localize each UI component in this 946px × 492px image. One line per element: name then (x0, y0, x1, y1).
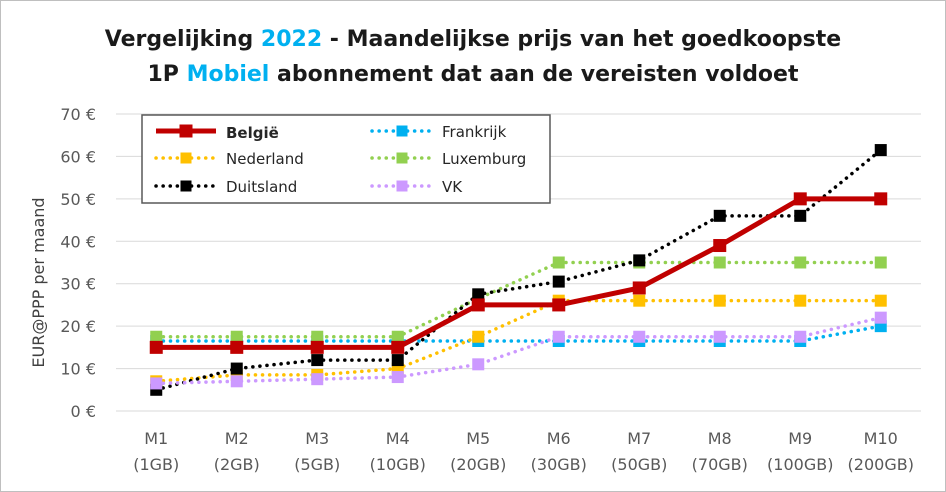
data-point-belgie (713, 239, 727, 253)
x-tick-label: M5 (466, 429, 490, 448)
y-tick-label: 70 € (60, 105, 96, 124)
data-point-duitsland (311, 354, 324, 367)
data-point-vk (874, 311, 887, 324)
data-point-vk (391, 371, 404, 384)
y-tick-label: 50 € (60, 190, 96, 209)
x-tick-sublabel: (50GB) (611, 455, 667, 474)
data-point-duitsland (391, 354, 404, 367)
y-axis-title: EUR@PPP per maand (29, 197, 48, 367)
data-point-luxemburg (150, 330, 163, 343)
legend-marker-belgie (179, 124, 193, 138)
y-tick-label: 40 € (60, 232, 96, 251)
x-tick-sublabel: (200GB) (848, 455, 914, 474)
x-tick-label: M1 (144, 429, 168, 448)
legend-label-vk: VK (442, 178, 463, 196)
series-line-belgie (156, 196, 881, 350)
series-line-nederland (154, 298, 883, 384)
data-point-nederland (874, 294, 887, 307)
series-line-duitsland (154, 148, 883, 392)
data-point-duitsland (794, 209, 807, 222)
legend-label-frankrijk: Frankrijk (442, 123, 507, 141)
x-tick-sublabel: (2GB) (214, 455, 260, 474)
data-point-luxemburg (713, 256, 726, 269)
x-tick-sublabel: (30GB) (531, 455, 587, 474)
data-point-belgie (230, 340, 244, 354)
x-tick-label: M7 (627, 429, 651, 448)
data-point-belgie (874, 192, 888, 206)
data-point-belgie (552, 298, 566, 312)
data-point-luxemburg (230, 330, 243, 343)
y-tick-label: 20 € (60, 317, 96, 336)
series-line-vk (154, 315, 883, 386)
legend-label-luxemburg: Luxemburg (442, 150, 526, 168)
data-point-nederland (633, 294, 646, 307)
data-point-vk (713, 330, 726, 343)
y-tick-label: 30 € (60, 275, 96, 294)
data-point-duitsland (633, 254, 646, 267)
legend-label-duitsland: Duitsland (226, 178, 297, 196)
data-point-duitsland (552, 275, 565, 288)
legend-label-belgie: België (226, 124, 279, 142)
data-point-vk (633, 330, 646, 343)
legend-marker-frankrijk (396, 125, 408, 137)
data-point-nederland (713, 294, 726, 307)
chart-title-line-2: 1P Mobiel abonnement dat aan de vereiste… (148, 62, 799, 87)
data-point-belgie (391, 340, 405, 354)
x-tick-sublabel: (20GB) (450, 455, 506, 474)
x-tick-sublabel: (10GB) (370, 455, 426, 474)
x-tick-label: M4 (386, 429, 410, 448)
x-tick-sublabel: (5GB) (294, 455, 340, 474)
data-point-vk (311, 373, 324, 386)
data-point-duitsland (713, 209, 726, 222)
y-tick-label: 60 € (60, 147, 96, 166)
y-tick-label: 0 € (71, 402, 96, 421)
x-tick-label: M2 (225, 429, 249, 448)
x-tick-sublabel: (70GB) (692, 455, 748, 474)
series-line-luxemburg (154, 260, 883, 339)
data-point-duitsland (230, 362, 243, 375)
data-point-belgie (632, 281, 646, 295)
data-point-luxemburg (391, 330, 404, 343)
data-point-vk (794, 330, 807, 343)
y-tick-label: 10 € (60, 360, 96, 379)
x-tick-label: M10 (864, 429, 898, 448)
data-point-belgie (149, 340, 163, 354)
data-point-luxemburg (552, 256, 565, 269)
data-point-luxemburg (874, 256, 887, 269)
data-point-luxemburg (311, 330, 324, 343)
x-tick-label: M9 (788, 429, 812, 448)
chart-title-line-1: Vergelijking 2022 - Maandelijkse prijs v… (105, 27, 841, 52)
data-point-vk (472, 358, 485, 371)
series-line-frankrijk (154, 324, 883, 343)
legend-marker-luxemburg (396, 152, 408, 164)
data-point-duitsland (874, 144, 887, 157)
x-tick-sublabel: (100GB) (767, 455, 833, 474)
data-point-luxemburg (794, 256, 807, 269)
x-tick-label: M6 (547, 429, 571, 448)
legend-marker-nederland (180, 152, 192, 164)
legend-marker-vk (396, 180, 408, 192)
legend-marker-duitsland (180, 180, 192, 192)
x-tick-label: M8 (708, 429, 732, 448)
x-tick-label: M3 (305, 429, 329, 448)
data-point-duitsland (472, 288, 485, 301)
data-point-belgie (471, 298, 485, 312)
data-point-vk (230, 375, 243, 388)
data-point-vk (150, 377, 163, 390)
x-tick-sublabel: (1GB) (133, 455, 179, 474)
data-point-belgie (793, 192, 807, 206)
data-point-belgie (310, 340, 324, 354)
data-point-vk (552, 330, 565, 343)
data-point-nederland (794, 294, 807, 307)
legend-label-nederland: Nederland (226, 150, 304, 168)
data-point-nederland (472, 330, 485, 343)
